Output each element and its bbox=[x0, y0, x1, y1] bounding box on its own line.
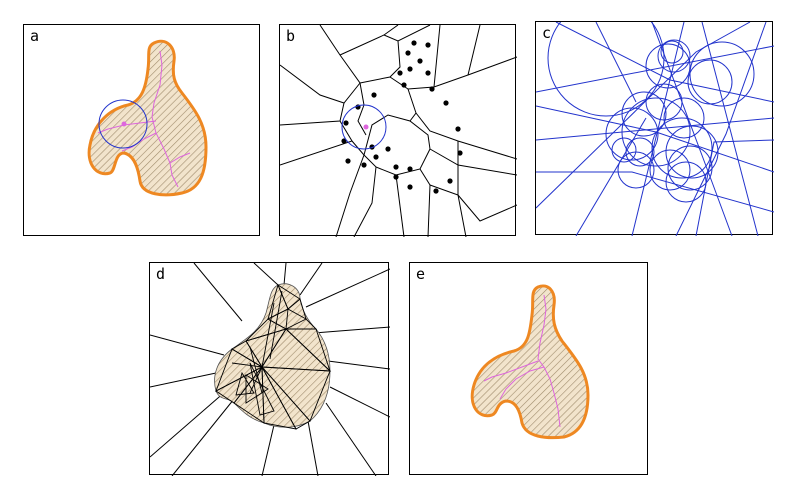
panel-b-figure bbox=[280, 25, 517, 237]
delaunay-triangulation bbox=[215, 283, 332, 430]
disc-center-point bbox=[121, 121, 127, 127]
voronoi-edges bbox=[280, 25, 517, 237]
panel-label-e: e bbox=[416, 265, 426, 283]
panel-d: d bbox=[149, 262, 390, 476]
panel-label-a: a bbox=[30, 27, 40, 45]
panel-c: c bbox=[535, 21, 774, 236]
panel-d-figure bbox=[150, 263, 390, 476]
panel-a: a bbox=[23, 24, 260, 236]
medial-axis bbox=[483, 294, 561, 428]
panel-label-b: b bbox=[286, 27, 296, 45]
panel-e: e bbox=[409, 262, 648, 475]
panel-e-figure bbox=[470, 284, 590, 440]
panel-c-figure bbox=[536, 22, 774, 236]
voronoi-sites bbox=[341, 40, 463, 194]
shape-outline bbox=[87, 39, 208, 197]
empty-circle bbox=[341, 104, 387, 150]
panel-label-d: d bbox=[156, 265, 166, 283]
infinite-circles-lines bbox=[536, 22, 774, 236]
panel-a-figure bbox=[87, 39, 208, 197]
shape-outline bbox=[470, 284, 590, 440]
circle-center-point bbox=[363, 124, 369, 130]
delaunay-circumcircles bbox=[547, 22, 755, 203]
panel-b: b bbox=[279, 24, 517, 237]
voronoi-edges bbox=[150, 263, 390, 476]
panel-label-c: c bbox=[542, 24, 552, 42]
maximal-disc-circle bbox=[98, 99, 148, 149]
